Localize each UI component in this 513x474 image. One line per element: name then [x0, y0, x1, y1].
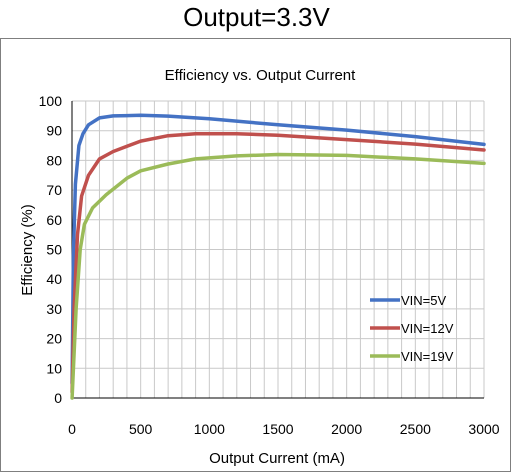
y-tick-label: 40	[46, 271, 62, 287]
legend: VIN=5V VIN=12V VIN=19V	[370, 293, 454, 364]
legend-label: VIN=5V	[401, 293, 446, 308]
series-lines	[70, 113, 486, 400]
y-tick-label: 80	[46, 152, 62, 168]
x-tick-label: 1000	[194, 421, 225, 437]
y-tick-label: 90	[46, 123, 62, 139]
series-line-vin-19v	[70, 152, 486, 400]
y-tick-label: 50	[46, 242, 62, 258]
page-title: Output=3.3V	[183, 2, 330, 32]
y-tick-label: 60	[46, 212, 62, 228]
x-axis-label: Output Current (mA)	[209, 450, 345, 467]
x-tick-label: 1500	[262, 421, 293, 437]
x-tick-label: 0	[68, 421, 76, 437]
y-tick-label: 100	[39, 93, 63, 109]
x-tick-label: 2500	[400, 421, 431, 437]
x-tick-label: 500	[129, 421, 153, 437]
y-tick-label: 20	[46, 331, 62, 347]
x-tick-label: 2000	[331, 421, 362, 437]
y-tick-label: 0	[54, 390, 62, 406]
chart-frame	[0, 38, 511, 472]
series-line-vin-12v	[70, 131, 486, 394]
y-tick-label: 70	[46, 182, 62, 198]
x-tick-label: 3000	[468, 421, 499, 437]
y-tick-label: 30	[46, 301, 62, 317]
y-axis-label: Efficiency (%)	[19, 204, 36, 295]
series-line-vin-5v	[70, 113, 486, 385]
legend-label: VIN=12V	[401, 321, 454, 336]
chart-title: Efficiency vs. Output Current	[165, 67, 356, 84]
y-tick-label: 10	[46, 360, 62, 376]
legend-label: VIN=19V	[401, 349, 454, 364]
